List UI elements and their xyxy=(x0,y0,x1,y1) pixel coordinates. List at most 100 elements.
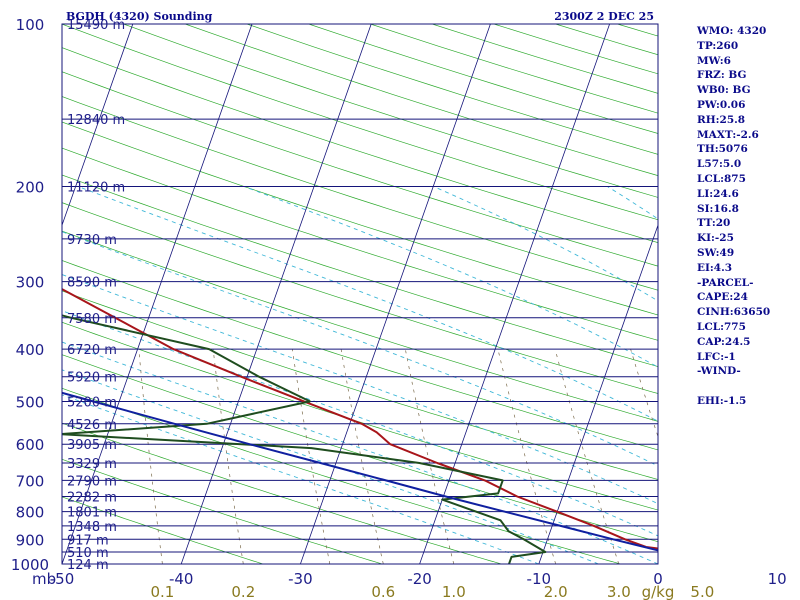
sounding-index-item: EI:4.3 xyxy=(697,261,733,274)
pressure-unit-label: mb xyxy=(32,570,56,588)
isotherm-line xyxy=(62,24,253,564)
height-label: 3329 m xyxy=(67,457,117,472)
temperature-tick-label: -30 xyxy=(288,570,313,588)
dry-adiabat xyxy=(62,321,658,511)
dewpoint-line xyxy=(62,314,547,564)
sounding-index-item: MAXT:-2.6 xyxy=(697,128,759,141)
sounding-indices-panel: WMO: 4320 TP:260 MW:6 FRZ: BG WB0: BG PW:0.06… xyxy=(697,24,797,409)
temperature-tick-label: -50 xyxy=(50,570,75,588)
pressure-tick-label: 200 xyxy=(16,179,45,197)
sounding-index-item: WMO: 4320 xyxy=(697,25,767,37)
mixing-ratio-line xyxy=(212,349,244,564)
isotherm-line xyxy=(538,224,658,564)
pressure-tick-label: 300 xyxy=(16,274,45,292)
temperature-tick-label: -40 xyxy=(169,570,194,588)
chart-title: BGDH (4320) Sounding xyxy=(66,10,213,23)
height-label: 1801 m xyxy=(67,506,117,521)
height-label: 12840 m xyxy=(67,113,125,128)
sounding-index-item: -WIND- xyxy=(697,365,741,378)
sounding-index-item: CAPE:24 xyxy=(697,291,748,304)
height-label: 2790 m xyxy=(67,474,117,489)
sounding-index-item: KI:-25 xyxy=(697,232,734,245)
sounding-index-item: MW:6 xyxy=(697,54,731,67)
temperature-tick-label: -20 xyxy=(407,570,432,588)
moist-adiabat xyxy=(62,394,539,564)
mixing-ratio-label: 0.2 xyxy=(231,583,255,600)
sounding-index-item: TP:260 xyxy=(697,39,739,52)
dry-adiabat xyxy=(62,202,658,394)
height-label: 5200 m xyxy=(67,395,117,410)
dry-adiabat xyxy=(62,290,658,480)
sounding-index-item: FRZ: BG xyxy=(697,69,747,82)
sounding-index-item: EHI:-1.5 xyxy=(697,394,747,407)
sounding-index-item: LCL:875 xyxy=(697,172,746,185)
sounding-index-item: -PARCEL- xyxy=(697,276,754,289)
mixing-ratio-label: 0.6 xyxy=(371,583,395,600)
mixing-ratio-label: 1.0 xyxy=(442,583,466,600)
pressure-tick-label: 700 xyxy=(16,472,45,490)
sounding-traces xyxy=(62,287,658,564)
sounding-index-item: SI:16.8 xyxy=(697,202,739,215)
plot-frame xyxy=(61,23,659,565)
mixing-ratio-line xyxy=(497,349,557,564)
mixing-ratio-label: 3.0 xyxy=(607,583,631,600)
mixing-ratio-label: 5.0 xyxy=(690,583,714,600)
pressure-tick-label: 500 xyxy=(16,393,45,411)
dry-adiabat xyxy=(62,71,658,267)
height-label: 2282 m xyxy=(67,491,117,506)
temperature-tick-label: -10 xyxy=(527,570,552,588)
height-label: 5920 m xyxy=(67,371,117,386)
height-label: 510 m xyxy=(67,546,109,561)
pressure-tick-label: 400 xyxy=(16,341,45,359)
mixing-ratio-line xyxy=(630,348,658,438)
mixing-ratio-unit: g/kg xyxy=(642,583,675,600)
dry-adiabat xyxy=(62,230,658,422)
height-label: 124 m xyxy=(67,558,109,573)
isotherm-line xyxy=(419,24,610,564)
isotherm-line xyxy=(0,24,14,564)
moist-adiabat xyxy=(78,186,658,422)
pressure-tick-label: 100 xyxy=(16,16,45,34)
pressure-tick-label: 800 xyxy=(16,504,45,522)
dry-adiabat xyxy=(62,260,658,451)
background-grid xyxy=(0,24,658,564)
height-label: 15490 m xyxy=(67,18,125,33)
height-label: 917 m xyxy=(67,533,109,548)
temperature-tick-label: 0 xyxy=(653,570,663,588)
sounding-index-item: LFC:-1 xyxy=(697,350,736,363)
mixing-ratio-label: 2.0 xyxy=(544,583,568,600)
dry-adiabat xyxy=(62,24,658,221)
temperature-tick-label: 10 xyxy=(768,570,787,588)
dry-adiabat xyxy=(62,147,658,341)
parcel-line xyxy=(62,391,658,552)
sounding-index-item: CAP:24.5 xyxy=(697,335,751,348)
height-label: 3905 m xyxy=(67,438,117,453)
valid-time: 2300Z 2 DEC 25 xyxy=(554,10,654,23)
pressure-tick-label: 1000 xyxy=(11,556,49,574)
sounding-index-item: RH:25.8 xyxy=(697,113,746,126)
dry-adiabat xyxy=(62,174,658,367)
height-label: 11120 m xyxy=(67,181,125,196)
isotherm-line xyxy=(62,24,134,227)
dry-adiabat xyxy=(62,47,658,244)
height-label: 8590 m xyxy=(67,276,117,291)
sounding-index-item: CINH:63650 xyxy=(697,306,771,319)
sounding-index-item: TH:5076 xyxy=(697,143,748,156)
mixing-ratio-line xyxy=(404,349,455,564)
dry-adiabat xyxy=(62,458,383,564)
sounding-index-item: L57:5.0 xyxy=(697,158,742,171)
temperature-line xyxy=(62,287,658,550)
height-label: 9730 m xyxy=(67,233,117,248)
dry-adiabat xyxy=(62,121,658,316)
sounding-index-item: PW:0.06 xyxy=(697,98,746,111)
sounding-index-item: LI:24.6 xyxy=(697,187,739,200)
sounding-index-item: WB0: BG xyxy=(697,84,751,97)
sounding-index-item xyxy=(697,379,797,394)
height-label: 6720 m xyxy=(67,343,117,358)
mixing-ratio-label: 0.1 xyxy=(150,583,174,600)
pressure-tick-label: 600 xyxy=(16,436,45,454)
pressure-tick-label: 900 xyxy=(16,531,45,549)
sounding-index-item: TT:20 xyxy=(697,217,731,230)
